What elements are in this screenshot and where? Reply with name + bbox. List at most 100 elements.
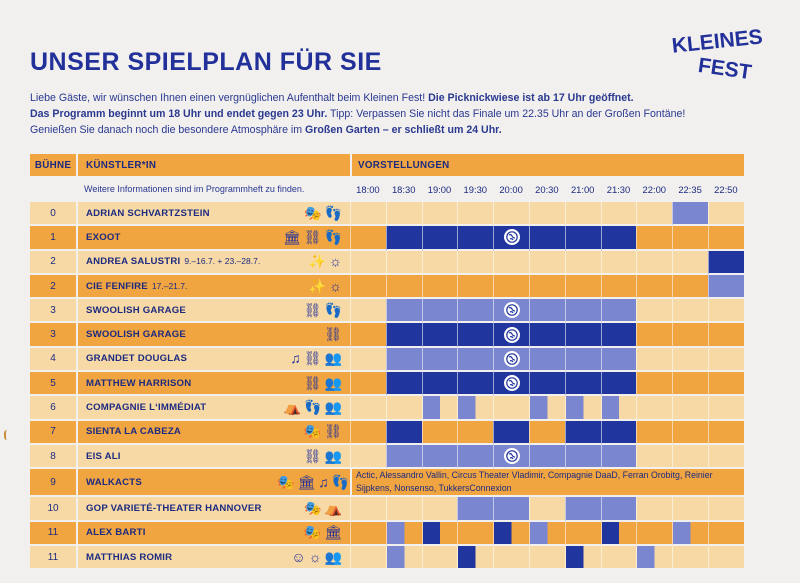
artist-label: GRANDET DOUGLAS xyxy=(86,353,188,365)
time-slot xyxy=(636,420,673,445)
artist-name: ADRIAN SCHVARTZSTEIN xyxy=(76,202,274,227)
artist-name: EIS ALI xyxy=(76,444,274,470)
hammock-icon: ⛓ xyxy=(324,326,342,343)
time-slot xyxy=(385,396,422,421)
artist-label: COMPAGNIE L‘IMMÉDIAT xyxy=(86,402,207,414)
time-slot xyxy=(350,497,386,522)
table-row: 4 GRANDET DOUGLAS ♫ ⛓ 👥 xyxy=(30,347,744,373)
time-slot xyxy=(385,497,422,522)
hammock-icon: ⛓ xyxy=(324,423,342,440)
time-slot xyxy=(421,250,458,275)
time-slot xyxy=(636,347,673,373)
artist-label: MATTHEW HARRISON xyxy=(86,377,192,389)
time-slot xyxy=(457,274,494,300)
category-icons: 🎭 👣 xyxy=(274,202,350,227)
stage-number: 3 xyxy=(30,323,76,348)
artist-label: EXOOT xyxy=(86,231,121,243)
time-slot xyxy=(707,202,744,227)
artist-dates: 9.–16.7. + 23.–28.7. xyxy=(184,256,261,267)
time-slot xyxy=(564,299,601,324)
time-slot xyxy=(350,372,386,397)
time-slot xyxy=(600,396,637,421)
artist-label: ALEX BARTI xyxy=(86,527,146,539)
time-slot xyxy=(564,202,601,227)
time-label: 22:00 xyxy=(636,176,673,202)
time-slot xyxy=(457,299,494,324)
time-slot xyxy=(636,299,673,324)
time-slot xyxy=(672,226,708,251)
category-icons: ⛓ 👥 xyxy=(274,372,350,397)
page-title: UNSER SPIELPLAN FÜR SIE xyxy=(30,48,382,76)
time-slot xyxy=(350,347,386,373)
walkacts-list: Actic, Alessandro Vallin, Circus Theater… xyxy=(350,469,744,498)
time-slot xyxy=(600,226,637,251)
time-slot xyxy=(421,202,458,227)
stage-number: 9 xyxy=(30,469,76,498)
category-icons: ⛓ xyxy=(274,323,350,348)
time-slot xyxy=(493,521,529,546)
time-slot xyxy=(600,202,637,227)
music-icon: ♫ xyxy=(318,473,329,490)
time-slot xyxy=(457,521,494,546)
time-slot xyxy=(600,323,637,348)
time-slot xyxy=(564,521,601,546)
category-icons: ✨ ☼ xyxy=(274,274,350,300)
stage-number: 0 xyxy=(30,202,76,227)
time-slot xyxy=(672,299,708,324)
time-slot xyxy=(350,226,386,251)
category-icons: ⛓ 👣 xyxy=(274,299,350,324)
time-slot xyxy=(421,444,458,470)
time-slot xyxy=(350,250,386,275)
time-slot xyxy=(600,420,637,445)
time-slot xyxy=(493,226,529,251)
time-slot xyxy=(707,299,744,324)
category-icons: 🎭 🏛 xyxy=(274,521,350,546)
time-label: 19:00 xyxy=(421,176,458,202)
time-slot xyxy=(385,545,422,571)
artist-label: SWOOLISH GARAGE xyxy=(86,329,187,341)
time-slot xyxy=(672,323,708,348)
time-slot xyxy=(528,226,565,251)
hammock-icon: ⛓ xyxy=(303,301,322,318)
time-slot xyxy=(564,420,601,445)
time-slot xyxy=(564,347,601,373)
stage-number: 1 xyxy=(30,226,76,251)
table-row: 3 SWOOLISH GARAGE ⛓ 👣 xyxy=(30,299,744,324)
time-slot xyxy=(493,347,529,373)
time-slot xyxy=(421,372,458,397)
time-slot xyxy=(421,347,458,373)
footsteps-icon: 👣 xyxy=(304,399,322,416)
music-icon: ♫ xyxy=(290,350,301,367)
kleines-fest-logo: KLEINES FEST xyxy=(671,25,764,84)
time-slot xyxy=(350,420,386,445)
time-slot xyxy=(672,274,708,300)
time-slot xyxy=(600,299,637,324)
sun-icon: ☼ xyxy=(329,253,342,270)
time-slot xyxy=(493,274,529,300)
people-icon: 👥 xyxy=(324,374,342,391)
time-label: 21:00 xyxy=(564,176,601,202)
artist-name: SIENTA LA CABEZA xyxy=(76,420,274,445)
time-slot xyxy=(421,497,458,522)
category-icons: 🏛 ⛓ 👣 xyxy=(274,226,350,251)
hammock-icon: ⛓ xyxy=(303,350,322,367)
time-slot xyxy=(493,545,529,571)
artist-name: EXOOT xyxy=(76,226,274,251)
time-slot xyxy=(600,372,637,397)
time-slot xyxy=(600,250,637,275)
time-slot xyxy=(493,497,529,522)
table-row: 11 ALEX BARTI 🎭 🏛 xyxy=(30,521,744,546)
sparkle-icon: ✨ xyxy=(308,253,327,270)
mask-icon: 🎭 xyxy=(277,473,295,490)
time-slot xyxy=(528,444,565,470)
time-slot xyxy=(707,274,744,300)
time-slot xyxy=(457,545,494,571)
stage-number: 6 xyxy=(30,396,76,421)
time-slot xyxy=(600,444,637,470)
footsteps-icon: 👣 xyxy=(324,228,342,245)
time-slot xyxy=(707,347,744,373)
time-slot xyxy=(707,444,744,470)
people-icon: 👥 xyxy=(324,350,342,367)
time-slot xyxy=(493,372,529,397)
stage-number: 11 xyxy=(30,545,76,571)
